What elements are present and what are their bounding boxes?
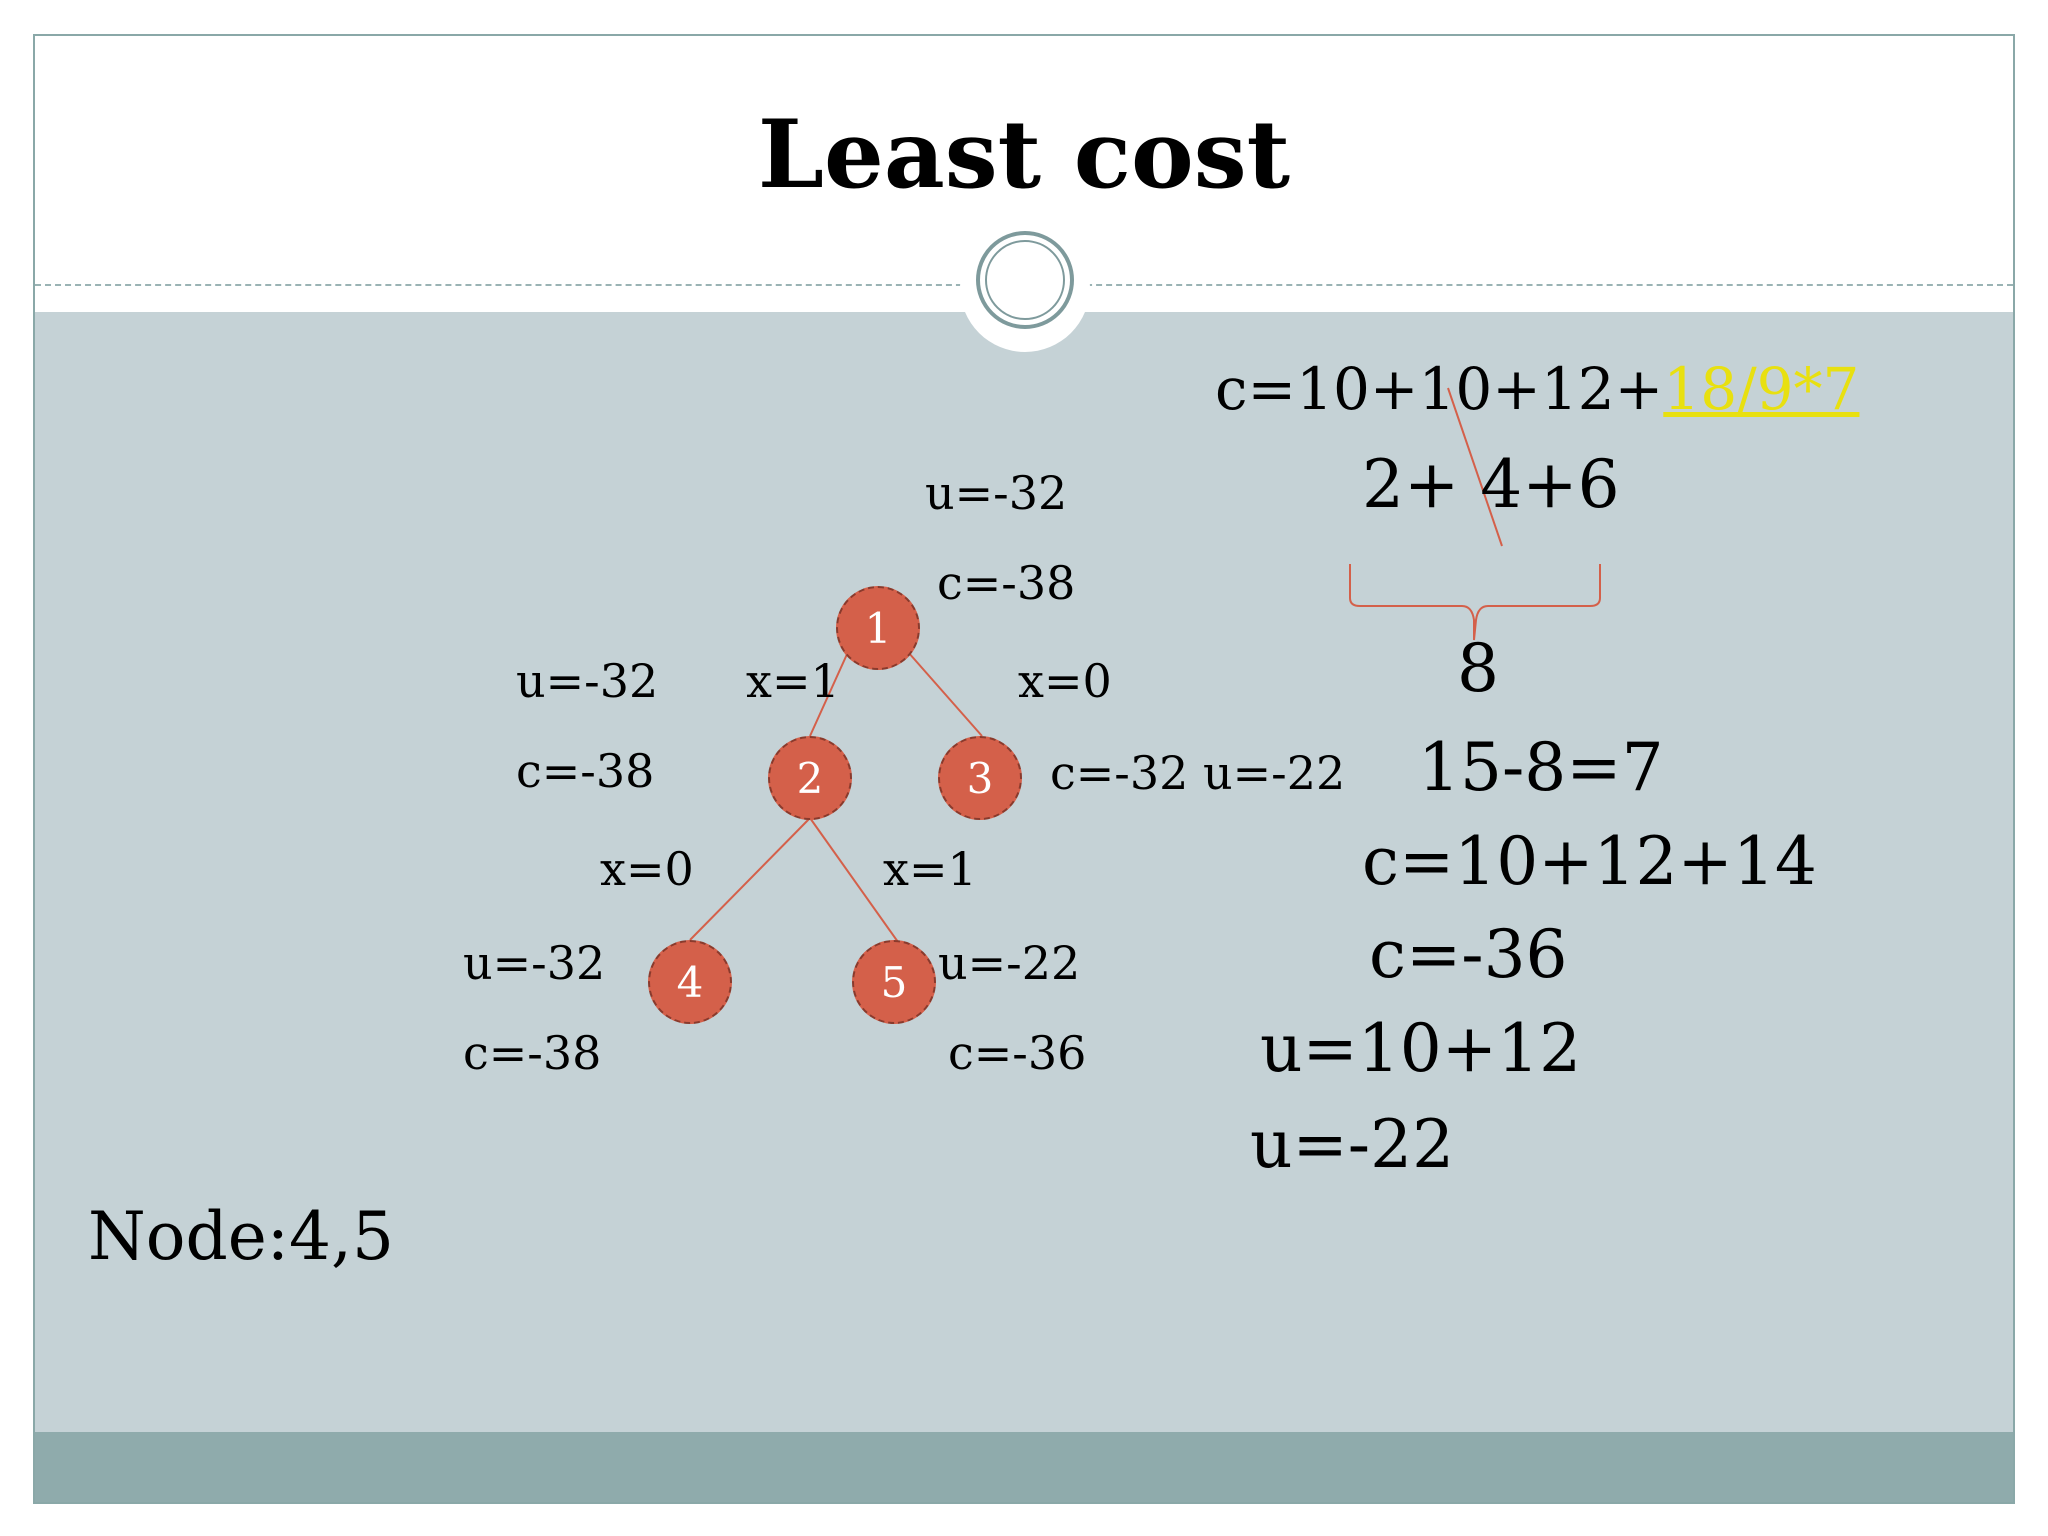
node3-cu-label: c=-32 u=-22: [1050, 746, 1346, 800]
root-u-label: u=-32: [925, 466, 1068, 520]
node4-u-label: u=-32: [463, 936, 606, 990]
edge-1-3-label: x=0: [1018, 654, 1112, 708]
edge-1-2: [809, 651, 849, 737]
footer-band: [35, 1432, 2013, 1502]
slide-title: Least cost: [757, 100, 1291, 210]
tree-node-2: 2: [768, 736, 852, 820]
calc-line-5: c=10+12+14: [1362, 823, 1817, 900]
tree-node-3: 3: [938, 736, 1022, 820]
edge-1-2-label: x=1: [746, 654, 840, 708]
tree-node-1: 1: [836, 586, 920, 670]
calc-line-1: c=10+10+12+18/9*7: [1215, 360, 1859, 418]
calc-line-7: u=10+12: [1260, 1010, 1582, 1087]
node4-c-label: c=-38: [463, 1026, 602, 1080]
node5-c-label: c=-36: [948, 1026, 1087, 1080]
calc-line-6: c=-36: [1369, 916, 1568, 993]
calc-line-3: 8: [1457, 630, 1499, 707]
node-summary: Node:4,5: [88, 1198, 394, 1275]
tree-node-5: 5: [852, 940, 936, 1024]
calc-line-1-main: c=10+10+12+: [1215, 355, 1664, 423]
calc-line-1-highlight: 18/9*7: [1663, 355, 1860, 423]
strike-mark: [1447, 387, 1503, 547]
edge-2-4: [689, 817, 811, 941]
tree-node-4: 4: [648, 940, 732, 1024]
divider-ornament-inner-ring: [985, 240, 1065, 320]
node2-u-label: u=-32: [516, 654, 659, 708]
edge-1-3: [907, 651, 983, 737]
calc-line-8: u=-22: [1250, 1106, 1455, 1183]
edge-2-5: [809, 817, 899, 943]
calc-line-2: 2+ 4+6: [1362, 446, 1620, 523]
node2-c-label: c=-38: [516, 744, 655, 798]
node5-u-label: u=-22: [938, 936, 1081, 990]
content-background: [35, 312, 2013, 1432]
edge-2-5-label: x=1: [883, 842, 977, 896]
brace-mark: [1349, 564, 1601, 641]
edge-2-4-label: x=0: [600, 842, 694, 896]
root-c-label: c=-38: [937, 556, 1076, 610]
calc-line-4: 15-8=7: [1418, 729, 1664, 806]
